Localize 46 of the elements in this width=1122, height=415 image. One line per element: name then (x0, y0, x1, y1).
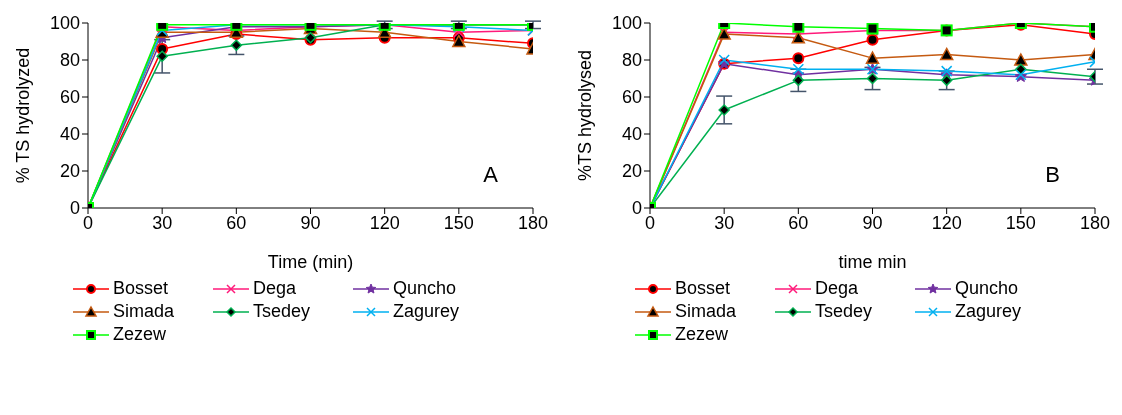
legend-label: Quncho (955, 278, 1019, 299)
x-tick-label: 150 (1005, 212, 1036, 233)
y-tick-label: 80 (621, 50, 642, 71)
annotation: A (483, 162, 498, 188)
x-tick-label: 150 (443, 212, 474, 233)
legend-label: Bosset (675, 278, 731, 299)
legend-label: Tsedey (253, 301, 311, 322)
legend-label: Simada (113, 301, 175, 322)
legend-label: Tsedey (815, 301, 873, 322)
legend-label: Quncho (393, 278, 457, 299)
legend-label: Bosset (113, 278, 169, 299)
legend-label: Simada (675, 301, 737, 322)
legend-label: Zagurey (393, 301, 460, 322)
x-tick-label: 0 (644, 212, 656, 233)
x-tick-label: 90 (300, 212, 321, 233)
x-axis-title: time min (838, 252, 907, 272)
x-axis-title: Time (min) (267, 252, 354, 272)
y-tick-label: 60 (59, 87, 80, 108)
x-tick-label: 0 (82, 212, 94, 233)
x-tick-label: 30 (152, 212, 173, 233)
legend-label: Dega (815, 278, 859, 299)
y-tick-label: 80 (59, 50, 80, 71)
y-tick-label: 0 (631, 198, 642, 219)
y-axis-title: % TS hydrolyzed (13, 47, 34, 184)
y-tick-label: 0 (69, 198, 80, 219)
y-tick-label: 40 (621, 124, 642, 145)
y-tick-label: 40 (59, 124, 80, 145)
x-tick-label: 60 (226, 212, 247, 233)
legend-label: Zezew (675, 324, 729, 345)
y-tick-label: 100 (611, 13, 642, 34)
y-tick-label: 60 (621, 87, 642, 108)
legend-label: Dega (253, 278, 297, 299)
y-axis-title: %TS hydrolysed (575, 49, 596, 182)
x-tick-label: 180 (1079, 212, 1111, 233)
legend-label: Zezew (113, 324, 167, 345)
x-tick-label: 90 (862, 212, 883, 233)
x-tick-label: 60 (788, 212, 809, 233)
x-tick-label: 30 (714, 212, 735, 233)
x-tick-label: 180 (517, 212, 549, 233)
x-tick-label: 120 (931, 212, 962, 233)
legend-label: Zagurey (955, 301, 1022, 322)
annotation: B (1045, 162, 1060, 188)
y-tick-label: 20 (621, 161, 642, 182)
x-tick-label: 120 (369, 212, 400, 233)
y-tick-label: 20 (59, 161, 80, 182)
y-tick-label: 100 (49, 13, 80, 34)
